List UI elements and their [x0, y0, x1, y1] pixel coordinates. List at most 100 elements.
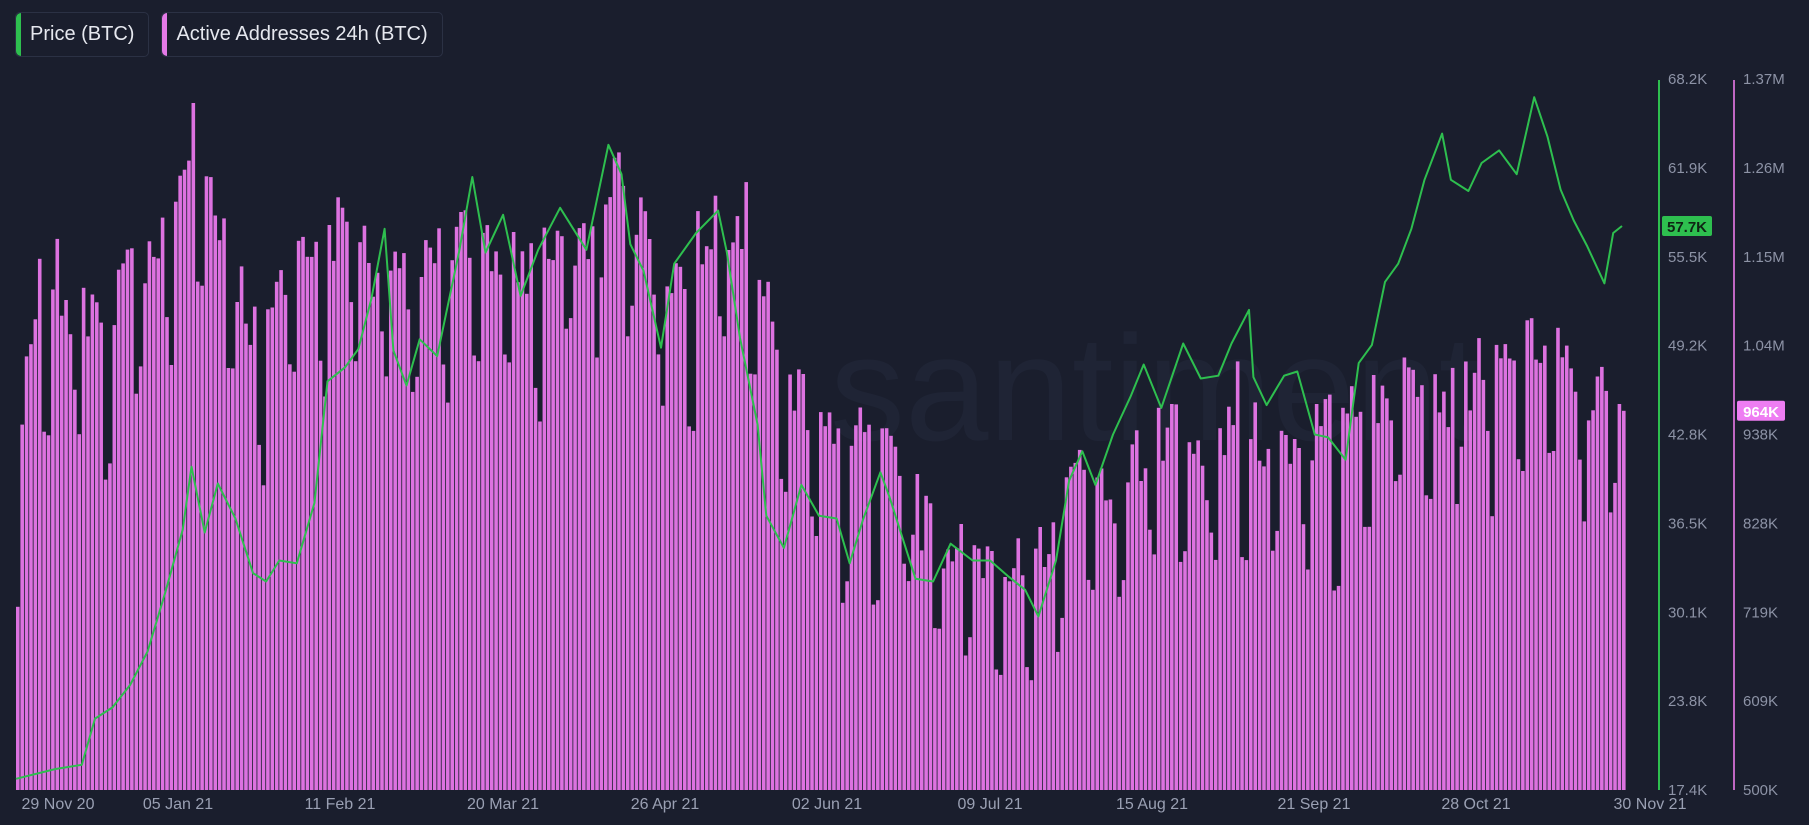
active-addresses-bar — [1288, 463, 1293, 790]
active-addresses-bar — [735, 216, 740, 791]
active-addresses-bar — [1323, 399, 1328, 790]
active-addresses-bar — [1455, 504, 1459, 790]
active-addresses-bar — [257, 444, 261, 790]
active-addresses-bar — [573, 265, 577, 791]
active-addresses-bar — [64, 300, 68, 790]
active-addresses-bar — [1411, 369, 1415, 790]
active-addresses-bar — [204, 176, 209, 791]
active-addresses-bar — [1086, 579, 1091, 790]
active-addresses-bar — [270, 307, 275, 790]
active-addresses-bar — [691, 430, 696, 790]
active-addresses-bar — [1354, 416, 1358, 790]
last-price-label: 57.7K — [1667, 219, 1707, 236]
active-addresses-bar — [911, 534, 915, 790]
active-addresses-bar — [639, 197, 643, 790]
active-addresses-bar — [1055, 651, 1060, 790]
active-addresses-bar — [1376, 423, 1380, 790]
active-addresses-bar — [761, 296, 766, 790]
active-addresses-bar — [801, 374, 806, 790]
active-addresses-bar — [336, 197, 340, 791]
active-addresses-bar — [1459, 446, 1464, 790]
x-axis-ticks: 29 Nov 20 05 Jan 21 11 Feb 21 20 Mar 21 26 A… — [22, 796, 1687, 813]
active-addresses-bar — [1218, 428, 1222, 790]
active-addresses-bar — [525, 293, 529, 790]
last-addresses-label: 964K — [1743, 404, 1779, 421]
active-addresses-bar — [73, 389, 77, 790]
active-addresses-bar — [1187, 442, 1192, 790]
active-addresses-bar — [1543, 345, 1547, 790]
active-addresses-bar — [770, 321, 775, 790]
active-addresses-bar — [191, 103, 196, 790]
legend: Price (BTC) Active Addresses 24h (BTC) — [15, 12, 443, 57]
active-addresses-bar — [1064, 477, 1069, 790]
active-addresses-bar — [568, 318, 573, 790]
active-addresses-bar — [121, 263, 125, 790]
active-addresses-bar — [792, 410, 797, 790]
price-tick-label: 55.5K — [1668, 249, 1707, 266]
active-addresses-bar — [696, 211, 700, 791]
active-addresses-bar — [1183, 551, 1187, 790]
active-addresses-bar — [928, 503, 933, 790]
price-color-swatch — [16, 13, 21, 56]
active-addresses-bar — [112, 325, 117, 790]
active-addresses-bar — [1227, 406, 1231, 790]
active-addresses-bar — [959, 524, 964, 790]
active-addresses-bar — [437, 228, 441, 791]
active-addresses-bar — [173, 201, 178, 790]
active-addresses-bar — [603, 204, 608, 790]
active-addresses-bar — [990, 551, 994, 790]
active-addresses-bar — [630, 305, 634, 790]
price-axis-ticks: 68.2K 61.9K 55.5K 49.2K 42.8K 36.5K 30.1K 23.8K… — [1668, 71, 1707, 799]
active-addresses-bar — [906, 581, 911, 790]
active-addresses-bar — [1209, 532, 1214, 790]
price-tick-label: 49.2K — [1668, 338, 1707, 355]
active-addresses-bar — [393, 251, 397, 791]
active-addresses-bar — [893, 446, 898, 790]
active-addresses-bar — [1148, 529, 1152, 790]
active-addresses-bar — [1099, 468, 1104, 790]
active-addresses-bar — [1266, 448, 1271, 790]
active-addresses-bar — [994, 669, 999, 790]
active-addresses-bar — [77, 434, 82, 790]
active-addresses-bar — [1477, 338, 1481, 790]
active-addresses-bar — [1485, 430, 1490, 790]
addresses-tick-label: 1.04M — [1743, 338, 1785, 355]
active-addresses-bar — [823, 426, 827, 790]
active-addresses-bar — [1095, 477, 1100, 790]
active-addresses-bar — [1358, 411, 1363, 790]
active-addresses-bar — [1275, 530, 1279, 790]
active-addresses-bar — [29, 344, 33, 790]
legend-item-price[interactable]: Price (BTC) — [15, 12, 150, 57]
active-addresses-bar — [788, 374, 792, 790]
active-addresses-bar — [340, 207, 345, 790]
active-addresses-bar — [1235, 361, 1240, 790]
active-addresses-bar — [1143, 468, 1148, 790]
active-addresses-bar — [538, 421, 542, 790]
active-addresses-bar — [665, 286, 670, 790]
active-addresses-bar — [876, 600, 880, 790]
active-addresses-bar — [1191, 453, 1196, 790]
active-addresses-bar — [1385, 398, 1389, 790]
price-tick-label: 30.1K — [1668, 604, 1707, 621]
active-addresses-bar — [1591, 410, 1595, 790]
active-addresses-bar — [86, 336, 90, 790]
active-addresses-bar — [1363, 526, 1367, 790]
active-addresses-bar — [463, 210, 468, 791]
x-tick-label: 15 Aug 21 — [1116, 796, 1188, 813]
active-addresses-bar — [963, 655, 968, 790]
active-addresses-bar — [1371, 375, 1376, 790]
legend-item-active-addresses[interactable]: Active Addresses 24h (BTC) — [161, 12, 443, 57]
active-addresses-bar — [1424, 495, 1429, 790]
active-addresses-bar — [1604, 390, 1609, 790]
active-addresses-bar — [709, 249, 713, 791]
active-addresses-bar — [1117, 596, 1121, 790]
active-addresses-bar — [704, 246, 709, 790]
active-addresses-bar — [217, 240, 222, 790]
addresses-tick-label: 1.15M — [1743, 249, 1785, 266]
active-addresses-bar — [1249, 439, 1253, 790]
active-addresses-bar — [590, 226, 595, 791]
active-addresses-bar — [1134, 430, 1139, 790]
active-addresses-bar — [731, 242, 735, 790]
addresses-tick-label: 1.37M — [1743, 71, 1785, 88]
active-addresses-bar — [432, 263, 437, 790]
